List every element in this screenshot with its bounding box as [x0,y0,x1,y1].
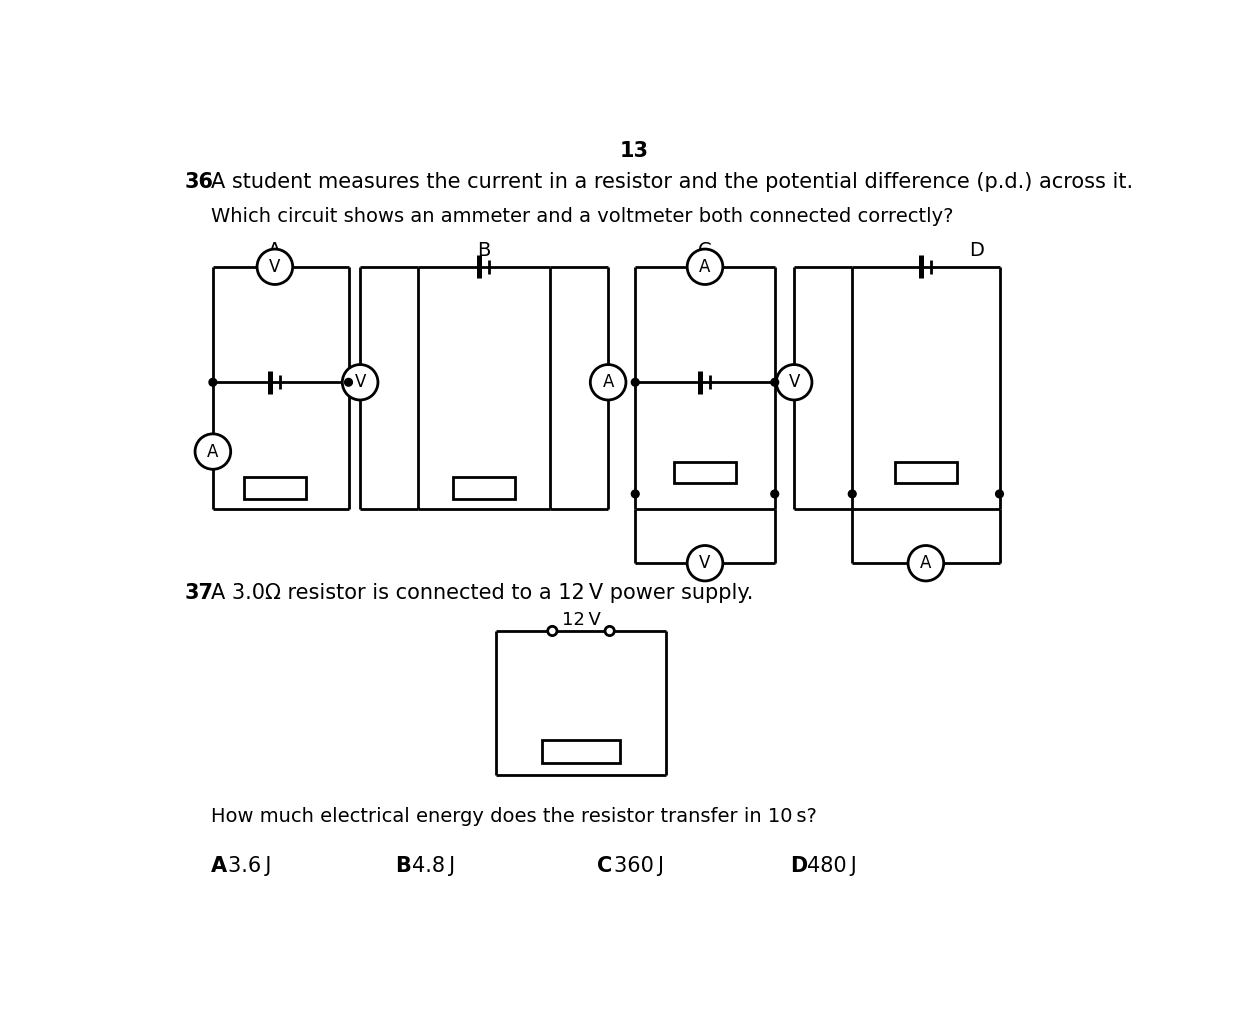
Text: B: B [395,856,411,875]
Text: Which circuit shows an ammeter and a voltmeter both connected correctly?: Which circuit shows an ammeter and a vol… [210,207,953,227]
Text: D: D [969,241,984,260]
Text: V: V [699,554,711,572]
Text: A 3.0Ω resistor is connected to a 12 V power supply.: A 3.0Ω resistor is connected to a 12 V p… [210,583,753,603]
Text: A student measures the current in a resistor and the potential difference (p.d.): A student measures the current in a resi… [210,172,1133,192]
Bar [895,462,957,483]
Circle shape [907,546,943,581]
Text: How much electrical energy does the resistor transfer in 10 s?: How much electrical energy does the resi… [210,807,816,826]
Text: A: A [603,373,614,392]
Circle shape [605,627,614,636]
Text: A: A [269,241,281,260]
Text: A: A [920,554,931,572]
Text: V: V [789,373,800,392]
Text: 36: 36 [184,172,213,192]
Text: 3.6 J: 3.6 J [228,856,271,875]
Circle shape [687,546,723,581]
Text: B: B [478,241,490,260]
Circle shape [631,490,639,497]
Text: 4.8 J: 4.8 J [412,856,456,875]
Circle shape [848,490,857,497]
Circle shape [995,490,1003,497]
Text: 360 J: 360 J [614,856,664,875]
Text: C: C [597,856,612,875]
Bar [244,477,306,498]
Circle shape [258,249,292,285]
Bar [673,462,737,483]
Text: C: C [698,241,712,260]
Bar [453,477,515,498]
Circle shape [591,365,626,400]
Circle shape [771,490,779,497]
Text: A: A [210,856,227,875]
Text: V: V [269,258,281,276]
Circle shape [547,627,557,636]
Text: A: A [699,258,711,276]
Text: 480 J: 480 J [807,856,857,875]
Text: 12 V: 12 V [562,611,600,629]
Circle shape [342,365,378,400]
Circle shape [209,378,217,386]
Circle shape [687,249,723,285]
Text: V: V [354,373,365,392]
Circle shape [776,365,812,400]
Text: A: A [207,442,219,461]
Text: D: D [790,856,807,875]
Text: 13: 13 [620,141,649,162]
Bar [542,741,620,764]
Circle shape [771,378,779,386]
Circle shape [344,378,353,386]
Text: 37: 37 [184,583,213,603]
Circle shape [196,434,230,469]
Circle shape [631,378,639,386]
Text: 3.0Ω: 3.0Ω [560,741,602,758]
